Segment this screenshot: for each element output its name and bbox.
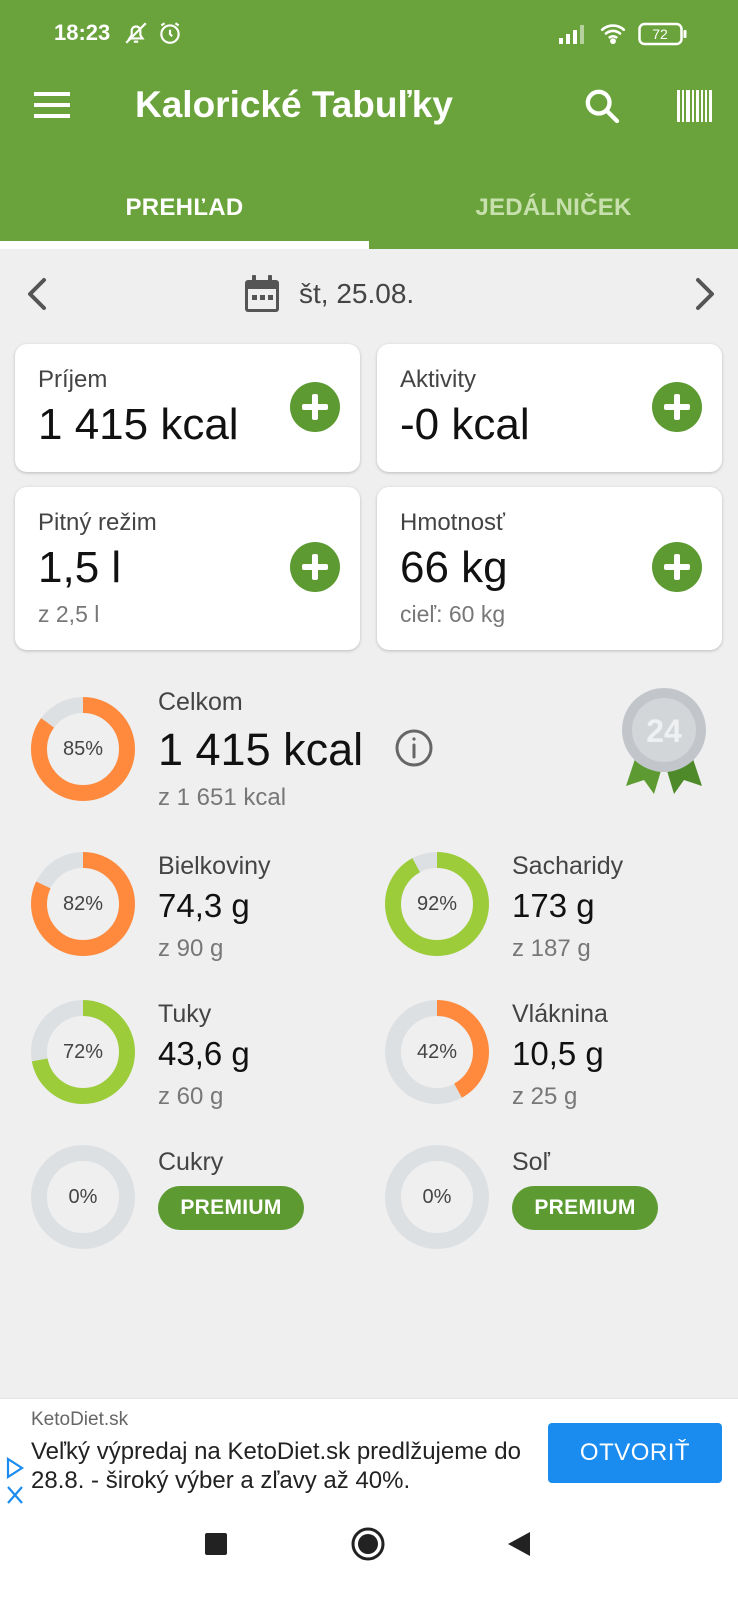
chevron-left-icon[interactable] [18,272,58,316]
weight-goal: cieľ: 60 kg [400,601,506,627]
info-icon[interactable] [394,728,434,773]
calendar-icon[interactable] [243,274,281,319]
ring-progress-arc [31,852,135,956]
total-percent: 85% [62,737,104,760]
search-icon[interactable] [582,86,622,131]
menu-icon[interactable] [32,88,72,127]
carbs-percent: 92% [416,892,458,915]
activities-label: Aktivity [400,366,477,393]
carbs-value: 173 g [512,887,595,924]
ad-banner[interactable]: KetoDiet.sk Veľký výpredaj na KetoDiet.s… [0,1398,738,1510]
intake-value: 1 415 kcal [38,400,239,449]
intake-label: Príjem [38,366,108,393]
fiber-label: Vláknina [512,1000,608,1028]
carbs-progress-ring: 92% [383,850,491,958]
alarm-icon [157,20,183,51]
add-activity-button[interactable] [652,382,702,432]
ad-text[interactable]: Veľký výpredaj na KetoDiet.sk predlžujem… [31,1438,521,1494]
status-time: 18:23 [54,20,111,45]
tab-indicator [0,241,369,249]
barcode-icon[interactable] [676,88,712,129]
carbs-label: Sacharidy [512,852,624,880]
sugar-label: Cukry [158,1148,224,1176]
fat-progress-ring: 72% [29,998,137,1106]
total-value: 1 415 kcal [158,724,364,775]
intake-card[interactable]: Príjem 1 415 kcal [15,344,360,472]
fiber-progress-ring: 42% [383,998,491,1106]
salt-premium-button[interactable]: PREMIUM [512,1186,658,1230]
salt-label: Soľ [512,1148,550,1176]
salt-progress-ring: 0% [383,1143,491,1251]
battery-level: 72 [652,26,668,42]
weight-label: Hmotnosť [400,509,506,536]
bell-off-icon [123,20,149,51]
status-bar: 18:23 72 [0,0,738,68]
ring-progress-arc [385,1000,489,1104]
home-icon[interactable] [350,1526,386,1567]
tab-meal-plan[interactable]: JEDÁLNIČEK [475,193,632,221]
date-navigator: št, 25.08. [0,262,738,326]
ring-track [385,1145,489,1249]
carbs-goal: z 187 g [512,935,591,962]
weight-card[interactable]: Hmotnosť 66 kg cieľ: 60 kg [377,487,722,650]
fat-percent: 72% [62,1040,104,1063]
ad-open-button[interactable]: OTVORIŤ [548,1423,722,1483]
protein-percent: 82% [62,892,104,915]
wifi-icon [599,20,627,51]
sugar-progress-ring: 0% [29,1143,137,1251]
tab-overview[interactable]: PREHĽAD [125,193,244,221]
protein-goal: z 90 g [158,935,224,962]
drinking-card[interactable]: Pitný režim 1,5 l z 2,5 l [15,487,360,650]
protein-label: Bielkoviny [158,852,271,880]
weight-value: 66 kg [400,543,508,592]
recents-icon[interactable] [204,1532,228,1561]
activities-card[interactable]: Aktivity -0 kcal [377,344,722,472]
adchoices-icon[interactable] [4,1456,26,1512]
total-goal: z 1 651 kcal [158,784,287,811]
fat-label: Tuky [158,1000,212,1028]
streak-badge-icon[interactable]: 24 [618,686,710,796]
protein-progress-ring: 82% [29,850,137,958]
drinking-goal: z 2,5 l [38,601,100,627]
add-weight-button[interactable] [652,542,702,592]
fat-goal: z 60 g [158,1083,224,1110]
total-progress-ring: 85% [29,695,137,803]
battery-icon: 72 [638,22,688,51]
drinking-value: 1,5 l [38,543,122,592]
total-label: Celkom [158,688,243,716]
ring-progress-arc [31,697,135,801]
drinking-label: Pitný režim [38,509,157,536]
sugar-premium-button[interactable]: PREMIUM [158,1186,304,1230]
sugar-percent: 0% [68,1185,98,1208]
ring-track [31,1145,135,1249]
app-title: Kalorické Tabuľky [135,84,453,125]
streak-count: 24 [646,713,682,749]
salt-percent: 0% [422,1185,452,1208]
protein-value: 74,3 g [158,887,250,924]
add-intake-button[interactable] [290,382,340,432]
fiber-value: 10,5 g [512,1035,604,1072]
fiber-goal: z 25 g [512,1083,578,1110]
chevron-right-icon[interactable] [684,272,724,316]
fat-value: 43,6 g [158,1035,250,1072]
activities-value: -0 kcal [400,400,530,449]
ring-progress-arc [31,1000,135,1104]
current-date[interactable]: št, 25.08. [299,278,415,309]
fiber-percent: 42% [416,1040,458,1063]
signal-icon [558,22,588,49]
add-drink-button[interactable] [290,542,340,592]
back-icon[interactable] [506,1530,532,1563]
tab-bar: PREHĽAD JEDÁLNIČEK [0,166,738,249]
system-nav-bar [0,1510,738,1600]
ring-progress-arc [385,852,489,956]
ad-source: KetoDiet.sk [31,1409,129,1430]
